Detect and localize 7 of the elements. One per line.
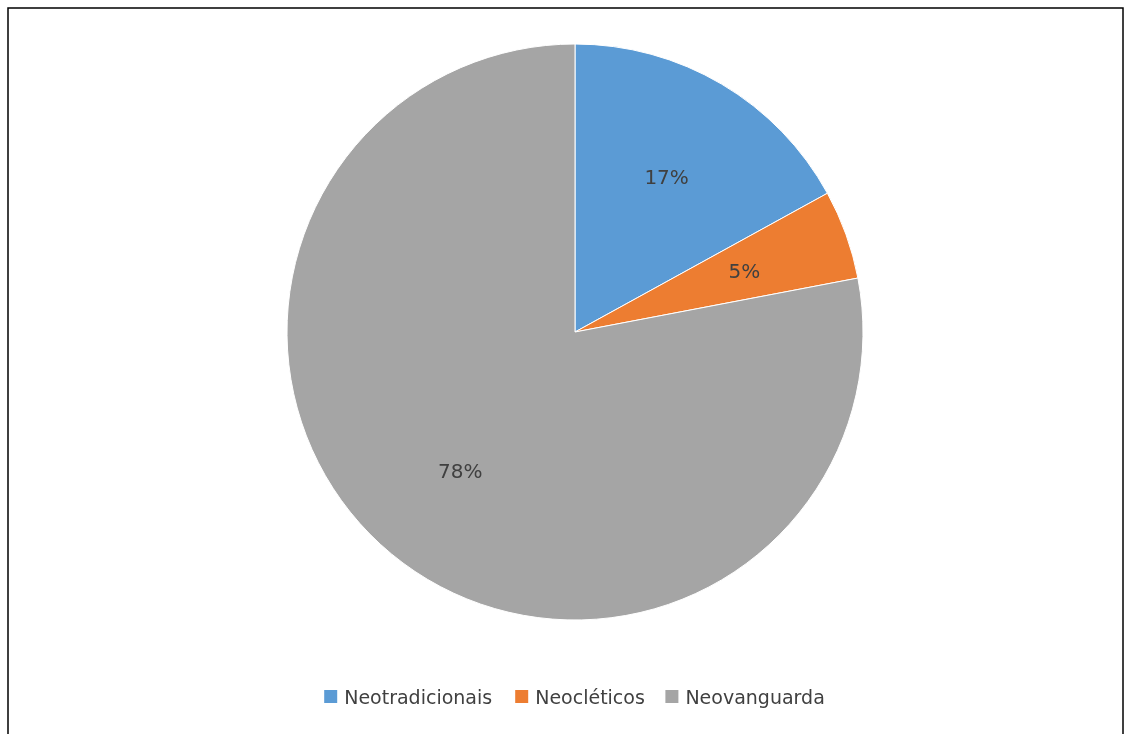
data-label: 78% <box>438 458 483 483</box>
legend-label: Neocléticos <box>535 686 645 708</box>
legend-label: Neovanguarda <box>685 686 825 708</box>
data-label: 5% <box>728 259 761 284</box>
data-label: 17% <box>644 165 689 190</box>
pie-slice <box>286 43 863 621</box>
legend-label: Neotradicionais <box>344 686 493 708</box>
